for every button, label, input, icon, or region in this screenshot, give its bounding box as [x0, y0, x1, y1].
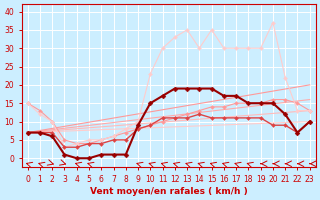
X-axis label: Vent moyen/en rafales ( km/h ): Vent moyen/en rafales ( km/h ): [90, 187, 248, 196]
